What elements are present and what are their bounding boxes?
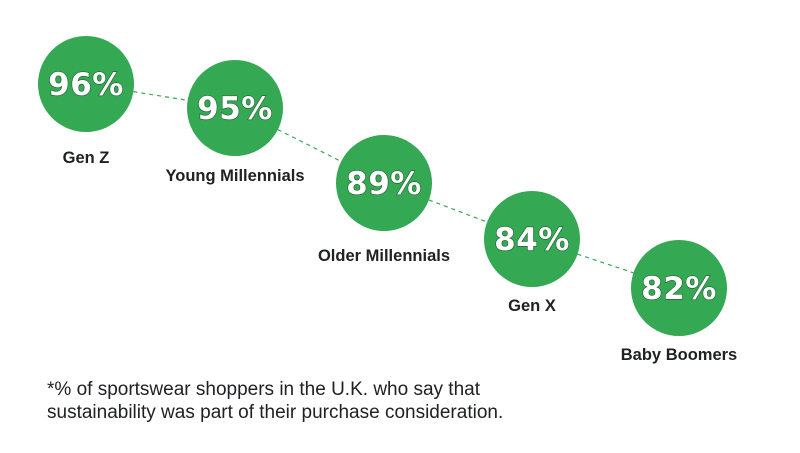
value-circle	[187, 60, 283, 156]
category-label: Baby Boomers	[621, 346, 737, 364]
value-label: 84%	[494, 222, 570, 258]
value-label: 82%	[641, 271, 717, 307]
value-circle	[336, 135, 432, 231]
category-label: Young Millennials	[165, 167, 304, 185]
footnote-line-1: *% of sportswear shoppers in the U.K. wh…	[47, 379, 480, 400]
value-label: 89%	[346, 166, 422, 202]
category-label: Older Millennials	[318, 247, 450, 265]
category-label: Gen Z	[63, 149, 110, 167]
value-circle	[38, 36, 134, 132]
category-label: Gen X	[508, 297, 556, 315]
value-circle	[484, 191, 580, 287]
footnote: *% of sportswear shoppers in the U.K. wh…	[47, 378, 647, 424]
footnote-line-2: sustainability was part of their purchas…	[47, 402, 504, 423]
value-label: 95%	[197, 91, 273, 127]
value-circle	[631, 240, 727, 336]
value-label: 96%	[48, 67, 124, 103]
